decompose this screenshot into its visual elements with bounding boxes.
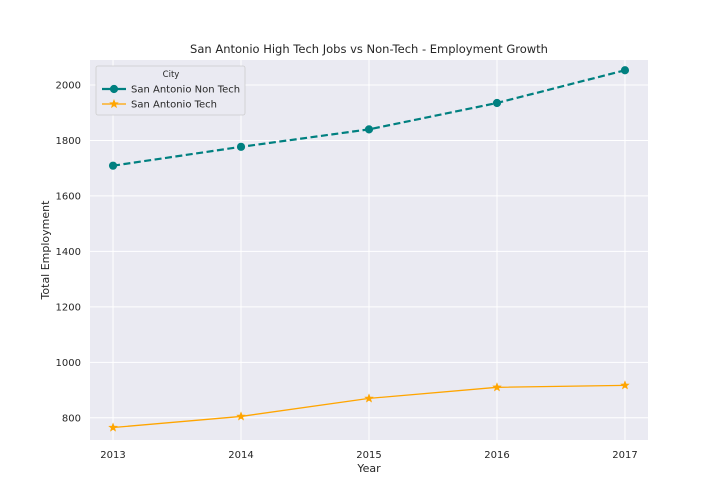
y-tick-label: 1600: [56, 191, 81, 202]
data-point: [492, 382, 502, 392]
data-point: [620, 66, 630, 75]
legend-label: San Antonio Non Tech: [131, 85, 240, 96]
y-tick-label: 2000: [56, 80, 81, 91]
series-layer: [108, 66, 630, 432]
x-tick-label: 2014: [228, 450, 253, 461]
x-tick-label: 2015: [356, 450, 381, 461]
data-point: [492, 98, 502, 108]
x-tick-label: 2017: [612, 450, 637, 461]
legend-box: [95, 65, 246, 116]
y-tick-label: 1000: [56, 358, 81, 369]
grid: [90, 60, 648, 440]
data-point: [620, 380, 630, 390]
data-point: [108, 161, 118, 170]
chart-title: San Antonio High Tech Jobs vs Non-Tech -…: [190, 42, 548, 56]
data-point: [236, 411, 246, 421]
series-tech: [108, 380, 630, 432]
legend-swatch-marker: [109, 98, 119, 109]
tick-labels: 800 1000 1200 1400 1600 1800 2000 2013 2014 2015 2…: [56, 80, 638, 461]
data-point: [364, 125, 374, 134]
legend-items: San Antonio Non Tech San Antonio Tech: [102, 85, 240, 111]
legend-swatch-marker: [109, 84, 119, 94]
y-tick-label: 1200: [56, 302, 81, 313]
y-tick-label: 800: [62, 413, 81, 424]
data-point: [108, 422, 118, 432]
data-point: [236, 142, 246, 151]
data-point: [364, 393, 374, 403]
legend-title: City: [163, 70, 180, 80]
y-tick-label: 1800: [56, 136, 81, 147]
x-tick-label: 2013: [100, 450, 125, 461]
y-axis-label: Total Employment: [39, 200, 52, 301]
x-axis-label: Year: [356, 462, 381, 475]
x-tick-label: 2016: [484, 450, 509, 461]
legend: City San Antonio Non Tech San Antonio Tec…: [95, 65, 246, 116]
legend-label: San Antonio Tech: [131, 100, 217, 111]
series-non-tech: [108, 66, 630, 170]
y-tick-label: 1400: [56, 247, 81, 258]
